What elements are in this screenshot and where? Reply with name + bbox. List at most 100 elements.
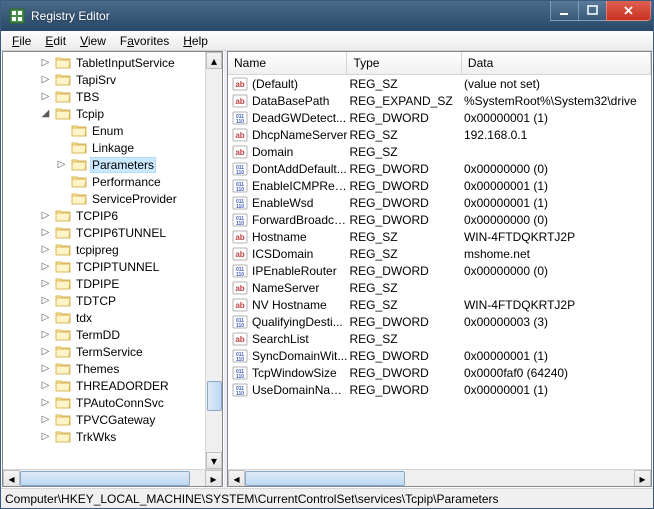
expand-toggle[interactable]: ◢ [39,108,52,119]
expand-toggle[interactable]: ▷ [39,363,52,374]
tree-item-tdpipe[interactable]: ▷TDPIPE [3,275,222,292]
value-row[interactable]: abNV HostnameREG_SZWIN-4FTDQKRTJ2P [228,296,651,313]
column-header-data[interactable]: Data [462,52,651,74]
tree-item-performance[interactable]: Performance [3,173,222,190]
menu-edit[interactable]: Edit [38,32,73,50]
value-list[interactable]: ab(Default)REG_SZ(value not set)abDataBa… [228,75,651,470]
value-row[interactable]: 011110EnableWsdREG_DWORD0x00000001 (1) [228,194,651,211]
close-button[interactable] [606,1,651,21]
minimize-button[interactable] [550,1,579,21]
scroll-left-arrow[interactable]: ◂ [3,470,20,487]
expand-toggle[interactable]: ▷ [39,380,52,391]
menu-help[interactable]: Help [176,32,215,50]
scroll-right-arrow[interactable]: ▸ [205,470,222,487]
scroll-up-arrow[interactable]: ▴ [206,52,222,69]
expand-toggle[interactable]: ▷ [39,397,52,408]
value-row[interactable]: abNameServerREG_SZ [228,279,651,296]
tree-item-trkwks[interactable]: ▷TrkWks [3,428,222,445]
expand-toggle[interactable]: ▷ [39,91,52,102]
value-row[interactable]: abICSDomainREG_SZmshome.net [228,245,651,262]
tree-item-tcpip6tunnel[interactable]: ▷TCPIP6TUNNEL [3,224,222,241]
list-horizontal-scrollbar[interactable]: ◂ ▸ [228,469,651,486]
tree-label: Tcpip [74,107,106,121]
expand-toggle[interactable]: ▷ [39,74,52,85]
folder-icon [55,310,71,326]
value-row[interactable]: 011110DeadGWDetect...REG_DWORD0x00000001… [228,109,651,126]
tree-item-termdd[interactable]: ▷TermDD [3,326,222,343]
value-row[interactable]: ab(Default)REG_SZ(value not set) [228,75,651,92]
expand-toggle[interactable]: ▷ [39,244,52,255]
value-row[interactable]: 011110QualifyingDesti...REG_DWORD0x00000… [228,313,651,330]
expand-toggle[interactable]: ▷ [39,261,52,272]
value-row[interactable]: 011110EnableICMPRedi...REG_DWORD0x000000… [228,177,651,194]
expand-toggle[interactable]: ▷ [39,414,52,425]
tree-item-tapisrv[interactable]: ▷TapiSrv [3,71,222,88]
menu-file[interactable]: File [5,32,38,50]
value-row[interactable]: 011110TcpWindowSizeREG_DWORD0x0000faf0 (… [228,364,651,381]
tree-item-parameters[interactable]: ▷Parameters [3,156,222,173]
tree-item-tpvcgateway[interactable]: ▷TPVCGateway [3,411,222,428]
expand-toggle[interactable]: ▷ [39,295,52,306]
scroll-right-arrow[interactable]: ▸ [634,470,651,487]
value-data: 0x00000001 (1) [462,179,651,193]
tree-item-tcpip[interactable]: ◢ Tcpip [3,105,222,122]
maximize-button[interactable] [578,1,607,21]
tree-item-themes[interactable]: ▷Themes [3,360,222,377]
expand-toggle[interactable]: ▷ [39,312,52,323]
tree-item-tcpiptunnel[interactable]: ▷TCPIPTUNNEL [3,258,222,275]
tree-label: TermService [74,345,145,359]
value-type: REG_DWORD [348,315,462,329]
value-row[interactable]: abSearchListREG_SZ [228,330,651,347]
tree-item-tcpip6[interactable]: ▷TCPIP6 [3,207,222,224]
value-data: 0x00000000 (0) [462,162,651,176]
value-name: DontAddDefault... [250,162,348,176]
tree-item-tcpipreg[interactable]: ▷tcpipreg [3,241,222,258]
scroll-down-arrow[interactable]: ▾ [206,452,222,469]
tree-item-termservice[interactable]: ▷ TermService [3,343,222,360]
value-row[interactable]: 011110UseDomainNam...REG_DWORD0x00000001… [228,381,651,398]
column-header-type[interactable]: Type [347,52,461,74]
tree-item-serviceprovider[interactable]: ServiceProvider [3,190,222,207]
value-name: DhcpNameServer [250,128,348,142]
expand-toggle[interactable]: ▷ [39,57,52,68]
menu-view[interactable]: View [73,32,113,50]
value-row[interactable]: abDataBasePathREG_EXPAND_SZ%SystemRoot%\… [228,92,651,109]
scroll-thumb[interactable] [207,381,222,411]
value-row[interactable]: 011110DontAddDefault...REG_DWORD0x000000… [228,160,651,177]
tree-item-enum[interactable]: Enum [3,122,222,139]
tree-horizontal-scrollbar[interactable]: ◂ ▸ [3,469,222,486]
expand-toggle[interactable]: ▷ [39,278,52,289]
tree-item-tdx[interactable]: ▷tdx [3,309,222,326]
value-row[interactable]: abDhcpNameServerREG_SZ192.168.0.1 [228,126,651,143]
column-header-name[interactable]: Name [228,52,347,74]
tree-item-tpautoconnsvc[interactable]: ▷TPAutoConnSvc [3,394,222,411]
expand-toggle[interactable]: ▷ [39,346,52,357]
expand-toggle[interactable]: ▷ [39,329,52,340]
menu-favorites[interactable]: Favorites [113,32,176,50]
value-name: ICSDomain [250,247,348,261]
scroll-thumb[interactable] [245,471,405,486]
binary-value-icon: 011110 [232,195,248,211]
list-header[interactable]: NameTypeData [228,52,651,75]
expand-toggle[interactable]: ▷ [39,227,52,238]
registry-tree[interactable]: ▷TabletInputService▷TapiSrv▷TBS ◢ TcpipEnu… [3,52,222,470]
tree-vertical-scrollbar[interactable]: ▴ ▾ [205,52,222,469]
value-row[interactable]: 011110SyncDomainWit...REG_DWORD0x0000000… [228,347,651,364]
value-row[interactable]: 011110IPEnableRouterREG_DWORD0x00000000 … [228,262,651,279]
scroll-thumb[interactable] [20,471,190,486]
expand-toggle[interactable]: ▷ [39,210,52,221]
value-name: NV Hostname [250,298,348,312]
expand-toggle[interactable]: ▷ [39,431,52,442]
svg-text:110: 110 [236,323,244,329]
tree-item-tabletinputservice[interactable]: ▷TabletInputService [3,54,222,71]
tree-item-tdtcp[interactable]: ▷TDTCP [3,292,222,309]
value-row[interactable]: abHostnameREG_SZWIN-4FTDQKRTJ2P [228,228,651,245]
expand-toggle[interactable]: ▷ [55,159,68,170]
tree-item-linkage[interactable]: Linkage [3,139,222,156]
value-row[interactable]: abDomainREG_SZ [228,143,651,160]
scroll-left-arrow[interactable]: ◂ [228,470,245,487]
string-value-icon: ab [232,127,248,143]
tree-item-threadorder[interactable]: ▷THREADORDER [3,377,222,394]
value-row[interactable]: 011110ForwardBroadca...REG_DWORD0x000000… [228,211,651,228]
tree-item-tbs[interactable]: ▷TBS [3,88,222,105]
